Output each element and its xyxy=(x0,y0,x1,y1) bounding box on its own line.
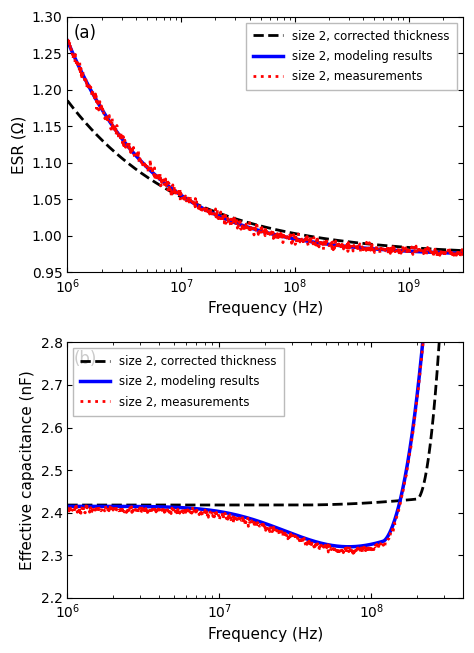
size 2, corrected thickness xyxy=(64,501,70,509)
size 2, modeling results xyxy=(64,37,70,44)
size 2, modeling results xyxy=(225,509,230,517)
Line: size 2, measurements: size 2, measurements xyxy=(67,0,463,555)
X-axis label: Frequency (Hz): Frequency (Hz) xyxy=(208,301,323,316)
size 2, modeling results xyxy=(239,221,245,229)
size 2, modeling results xyxy=(105,502,110,510)
size 2, modeling results xyxy=(105,115,110,123)
size 2, measurements xyxy=(239,517,245,524)
X-axis label: Frequency (Hz): Frequency (Hz) xyxy=(208,627,323,642)
size 2, modeling results xyxy=(346,543,351,550)
size 2, measurements xyxy=(64,35,70,43)
size 2, measurements xyxy=(66,35,72,42)
size 2, corrected thickness xyxy=(373,241,379,249)
size 2, modeling results xyxy=(239,513,245,520)
Legend: size 2, corrected thickness, size 2, modeling results, size 2, measurements: size 2, corrected thickness, size 2, mod… xyxy=(73,348,284,416)
size 2, measurements xyxy=(337,545,342,552)
size 2, modeling results xyxy=(336,543,342,550)
size 2, corrected thickness xyxy=(380,498,386,506)
size 2, corrected thickness xyxy=(373,498,379,506)
size 2, corrected thickness xyxy=(225,212,230,220)
size 2, measurements xyxy=(64,503,70,511)
Text: (a): (a) xyxy=(73,24,96,42)
size 2, measurements xyxy=(105,118,111,125)
size 2, measurements xyxy=(225,512,230,520)
size 2, measurements xyxy=(452,254,457,262)
size 2, measurements xyxy=(225,214,231,222)
size 2, measurements xyxy=(460,248,466,256)
size 2, corrected thickness xyxy=(239,501,245,509)
size 2, modeling results xyxy=(374,539,379,547)
size 2, measurements xyxy=(374,543,379,550)
size 2, corrected thickness xyxy=(239,217,245,225)
size 2, modeling results xyxy=(64,502,70,510)
size 2, measurements xyxy=(381,246,386,253)
Legend: size 2, corrected thickness, size 2, modeling results, size 2, measurements: size 2, corrected thickness, size 2, mod… xyxy=(246,22,457,90)
size 2, corrected thickness xyxy=(225,501,230,509)
size 2, corrected thickness xyxy=(380,242,386,249)
Line: size 2, corrected thickness: size 2, corrected thickness xyxy=(67,0,463,505)
Line: size 2, measurements: size 2, measurements xyxy=(67,39,463,258)
size 2, corrected thickness xyxy=(336,500,342,508)
size 2, modeling results xyxy=(380,246,386,253)
size 2, corrected thickness xyxy=(105,142,110,150)
Line: size 2, modeling results: size 2, modeling results xyxy=(67,40,463,253)
size 2, measurements xyxy=(239,221,245,229)
size 2, modeling results xyxy=(373,245,379,253)
size 2, corrected thickness xyxy=(64,97,70,104)
size 2, measurements xyxy=(381,541,386,549)
size 2, measurements xyxy=(336,551,341,559)
size 2, measurements xyxy=(374,245,379,253)
Text: (b): (b) xyxy=(73,350,97,368)
size 2, measurements xyxy=(337,242,342,250)
size 2, modeling results xyxy=(337,242,342,249)
size 2, corrected thickness xyxy=(460,247,466,255)
size 2, modeling results xyxy=(381,537,386,545)
size 2, corrected thickness xyxy=(105,501,110,509)
size 2, modeling results xyxy=(225,216,230,224)
Y-axis label: ESR (Ω): ESR (Ω) xyxy=(11,115,26,174)
size 2, corrected thickness xyxy=(337,236,342,244)
size 2, measurements xyxy=(105,505,110,513)
size 2, modeling results xyxy=(460,249,466,257)
Line: size 2, corrected thickness: size 2, corrected thickness xyxy=(67,101,463,251)
Line: size 2, modeling results: size 2, modeling results xyxy=(67,0,463,547)
Y-axis label: Effective capacitance (nF): Effective capacitance (nF) xyxy=(20,370,35,570)
